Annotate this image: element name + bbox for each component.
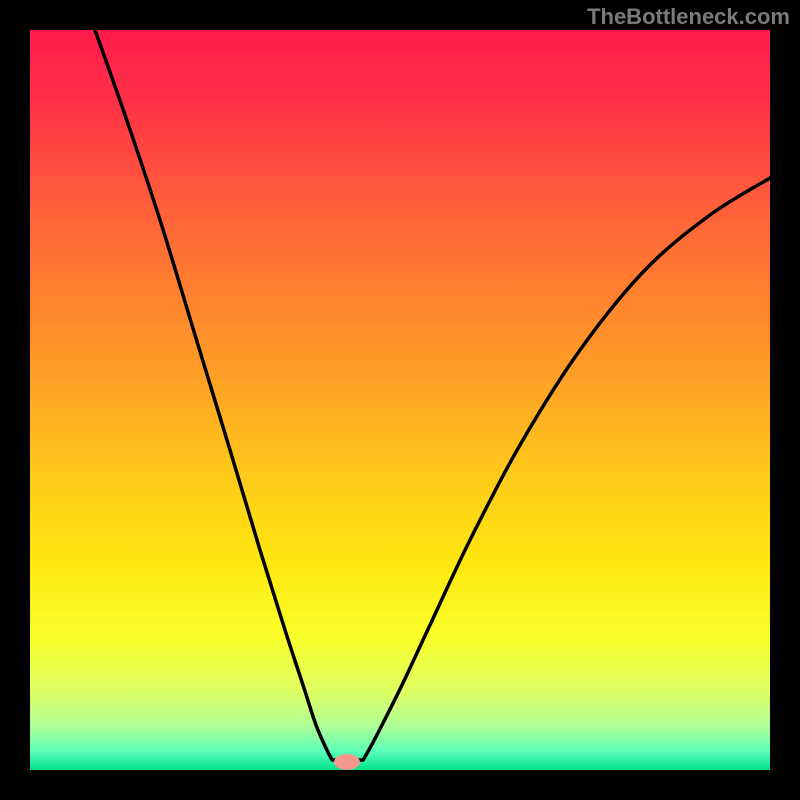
chart-outer-frame: TheBottleneck.com: [0, 0, 800, 800]
chart-plot-area: [30, 30, 770, 770]
optimal-point-marker: [334, 754, 360, 770]
watermark-text: TheBottleneck.com: [587, 4, 790, 30]
chart-background-gradient: [30, 30, 770, 770]
chart-svg-layer: [30, 30, 770, 770]
